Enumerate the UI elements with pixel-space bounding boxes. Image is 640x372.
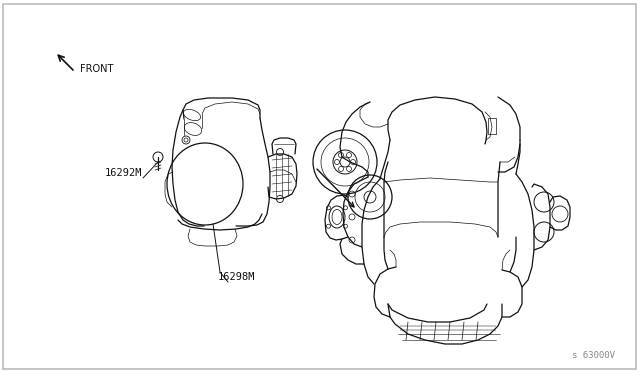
Text: s 63000V: s 63000V xyxy=(572,351,615,360)
Text: FRONT: FRONT xyxy=(80,64,113,74)
Text: 16292M: 16292M xyxy=(105,168,143,178)
Bar xyxy=(488,118,496,134)
Text: 16298M: 16298M xyxy=(218,272,255,282)
